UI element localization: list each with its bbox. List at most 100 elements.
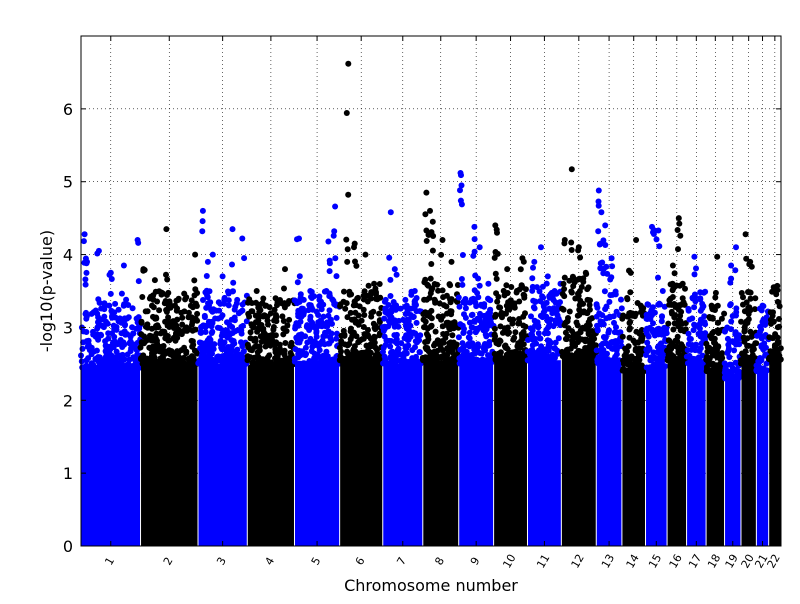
snp-point	[79, 345, 86, 352]
chromosome-15-points	[643, 223, 670, 546]
peak-point	[81, 231, 88, 238]
snp-point	[302, 344, 309, 351]
snp-point	[511, 302, 518, 309]
snp-point	[147, 293, 154, 300]
snp-point	[389, 348, 396, 355]
snp-point	[428, 355, 435, 362]
peak-point	[532, 322, 538, 329]
peak-point	[439, 237, 446, 243]
peak-point	[280, 318, 287, 324]
snp-point	[265, 359, 272, 366]
snp-point	[316, 293, 323, 300]
snp-point	[326, 307, 333, 314]
snp-point	[226, 322, 233, 329]
peak-point	[745, 304, 752, 311]
peak-point	[458, 172, 464, 179]
peak-point	[677, 232, 684, 239]
peak-point	[478, 302, 485, 309]
peak-point	[135, 278, 142, 285]
snp-point	[561, 274, 568, 281]
peak-point	[135, 239, 142, 246]
peak-point	[624, 295, 631, 301]
x-tick-label: 16	[667, 552, 685, 571]
peak-point	[387, 276, 394, 283]
snp-point	[272, 349, 279, 356]
snp-point	[432, 299, 439, 306]
peak-point	[608, 255, 615, 262]
snp-point	[625, 343, 632, 350]
snp-point	[597, 321, 604, 328]
peak-point	[608, 274, 615, 281]
peak-point	[471, 236, 478, 243]
peak-point	[550, 323, 557, 330]
chromosome-9-points	[455, 170, 497, 546]
peak-point	[728, 262, 735, 269]
peak-point	[238, 323, 245, 330]
peak-point	[274, 299, 281, 306]
peak-point	[422, 211, 429, 218]
snp-point	[713, 367, 720, 373]
snp-point	[386, 337, 393, 344]
y-tick-label: 2	[63, 391, 73, 410]
snp-point	[360, 306, 367, 313]
snp-point	[217, 300, 224, 307]
snp-point	[732, 329, 739, 336]
snp-point	[462, 314, 469, 321]
snp-point	[179, 321, 186, 328]
peak-point	[731, 347, 738, 354]
snp-point	[103, 345, 110, 352]
peak-point	[708, 335, 715, 342]
snp-point	[450, 339, 457, 346]
peak-point	[423, 189, 430, 196]
snp-point	[688, 346, 695, 353]
peak-point	[208, 323, 215, 330]
peak-point	[539, 314, 546, 321]
snp-point	[190, 355, 197, 362]
snp-point	[204, 346, 211, 353]
peak-point	[326, 268, 333, 275]
snp-point	[273, 360, 280, 366]
snp-point	[504, 356, 511, 363]
snp-point	[756, 359, 763, 366]
peak-point	[219, 312, 226, 319]
snp-point	[549, 352, 556, 359]
snp-point	[361, 312, 368, 318]
peak-point	[538, 244, 544, 251]
snp-point	[108, 359, 115, 366]
snp-point	[247, 335, 254, 342]
peak-point	[712, 289, 719, 296]
snp-point	[594, 327, 601, 334]
snp-point	[728, 326, 734, 333]
snp-point	[142, 308, 149, 315]
snp-point	[744, 342, 751, 349]
peak-point	[529, 275, 536, 282]
snp-point	[536, 347, 542, 354]
peak-point	[428, 261, 435, 267]
snp-point	[307, 313, 314, 320]
chromosome-11-points	[524, 244, 565, 546]
y-axis-ticks: 0 1 2 3 4 5 6	[63, 100, 781, 556]
peak-point	[774, 282, 781, 289]
peak-point	[138, 318, 145, 325]
snp-point	[500, 287, 507, 294]
snp-point	[360, 324, 367, 330]
snp-point	[367, 350, 374, 357]
snp-point	[393, 331, 400, 338]
peak-point	[344, 258, 351, 265]
dense-points-region	[756, 371, 769, 546]
snp-point	[598, 342, 605, 349]
peak-point	[294, 236, 300, 243]
x-tick-label: 19	[723, 552, 741, 571]
snp-point	[214, 324, 221, 331]
snp-point	[613, 308, 620, 315]
x-tick-label: 6	[353, 555, 368, 568]
snp-point	[515, 320, 522, 327]
chromosome-16-points	[664, 215, 689, 546]
snp-point	[368, 313, 375, 320]
snp-point	[733, 341, 739, 348]
snp-point	[313, 328, 320, 335]
snp-point	[455, 294, 462, 301]
snp-point	[192, 326, 199, 333]
snp-point	[373, 356, 380, 363]
snp-point	[90, 348, 97, 355]
